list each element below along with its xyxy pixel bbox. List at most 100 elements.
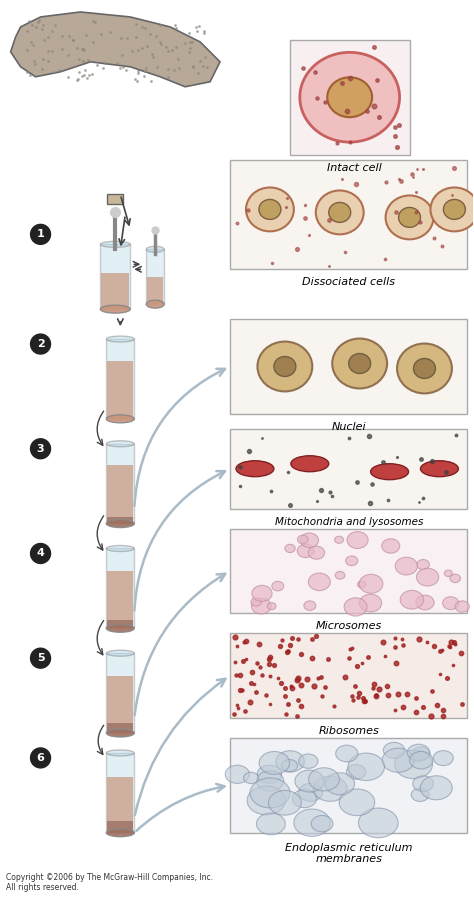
Bar [106, 753, 134, 832]
Bar [106, 548, 134, 628]
Bar [107, 518, 133, 524]
Ellipse shape [455, 601, 469, 613]
Ellipse shape [250, 778, 290, 808]
Ellipse shape [347, 532, 368, 548]
Ellipse shape [285, 544, 295, 553]
Ellipse shape [267, 603, 276, 610]
Text: 2: 2 [36, 339, 45, 349]
Ellipse shape [106, 624, 134, 632]
Ellipse shape [335, 536, 344, 544]
Text: 6: 6 [36, 753, 45, 763]
Ellipse shape [274, 356, 296, 377]
Ellipse shape [282, 760, 298, 771]
Ellipse shape [257, 765, 282, 783]
Ellipse shape [244, 772, 259, 784]
Ellipse shape [382, 539, 400, 553]
Ellipse shape [430, 187, 474, 231]
Ellipse shape [106, 440, 134, 447]
Ellipse shape [252, 586, 272, 602]
Ellipse shape [300, 52, 400, 142]
Bar [230, 528, 467, 614]
Ellipse shape [385, 196, 433, 239]
Ellipse shape [292, 789, 317, 807]
Bar [107, 675, 133, 723]
Text: Dissociated cells: Dissociated cells [302, 277, 395, 287]
Ellipse shape [297, 544, 314, 558]
Ellipse shape [106, 336, 134, 342]
Ellipse shape [304, 601, 316, 610]
Ellipse shape [359, 574, 383, 593]
Ellipse shape [407, 745, 430, 761]
Ellipse shape [413, 776, 433, 791]
Bar [107, 361, 133, 419]
Ellipse shape [358, 808, 398, 838]
Ellipse shape [316, 190, 364, 234]
Ellipse shape [106, 545, 134, 552]
Circle shape [30, 748, 51, 768]
Polygon shape [10, 12, 220, 87]
Ellipse shape [259, 199, 281, 220]
Text: Copyright ©2006 by The McGraw-Hill Companies, Inc.
All rights reserved.: Copyright ©2006 by The McGraw-Hill Compa… [6, 873, 213, 892]
Ellipse shape [349, 353, 371, 373]
Ellipse shape [313, 776, 347, 801]
Circle shape [30, 224, 51, 244]
Ellipse shape [106, 650, 134, 657]
Ellipse shape [399, 207, 420, 227]
Ellipse shape [433, 751, 453, 765]
Ellipse shape [295, 771, 324, 792]
Circle shape [30, 649, 51, 668]
Bar [230, 633, 467, 718]
Bar [101, 274, 129, 309]
Bar [107, 621, 133, 628]
Ellipse shape [420, 461, 458, 476]
Ellipse shape [252, 598, 271, 614]
Ellipse shape [256, 813, 285, 835]
Ellipse shape [299, 754, 318, 769]
Ellipse shape [344, 597, 367, 616]
Bar [230, 429, 467, 509]
Text: Ribosomes: Ribosomes [319, 726, 379, 736]
Bar [146, 249, 164, 304]
Ellipse shape [225, 765, 249, 783]
Ellipse shape [100, 305, 130, 313]
Ellipse shape [329, 203, 351, 222]
Ellipse shape [346, 556, 358, 566]
Ellipse shape [371, 464, 409, 480]
Circle shape [30, 544, 51, 563]
Ellipse shape [325, 773, 355, 795]
Bar [107, 570, 133, 621]
Bar [107, 723, 133, 733]
Ellipse shape [291, 456, 329, 472]
Bar [107, 195, 123, 205]
Ellipse shape [251, 597, 261, 606]
Ellipse shape [106, 829, 134, 837]
Circle shape [30, 334, 51, 354]
Ellipse shape [420, 776, 452, 800]
Ellipse shape [332, 338, 387, 388]
Ellipse shape [450, 574, 460, 583]
Ellipse shape [410, 752, 433, 769]
Ellipse shape [395, 750, 432, 779]
Ellipse shape [236, 461, 274, 476]
Ellipse shape [400, 590, 424, 609]
Ellipse shape [443, 597, 459, 610]
Ellipse shape [106, 750, 134, 756]
Ellipse shape [413, 359, 436, 379]
Ellipse shape [294, 809, 330, 836]
Bar [106, 653, 134, 733]
Ellipse shape [106, 414, 134, 422]
Ellipse shape [301, 533, 319, 547]
Text: 3: 3 [36, 444, 45, 454]
Ellipse shape [395, 557, 418, 575]
Bar [106, 444, 134, 524]
Ellipse shape [146, 300, 164, 309]
Ellipse shape [256, 771, 283, 791]
Ellipse shape [416, 596, 434, 610]
Ellipse shape [308, 546, 325, 559]
Bar [147, 277, 163, 304]
Ellipse shape [311, 815, 333, 832]
Text: Nuclei: Nuclei [331, 422, 366, 431]
Text: 5: 5 [36, 653, 45, 663]
Bar [290, 39, 410, 154]
Ellipse shape [417, 568, 438, 586]
